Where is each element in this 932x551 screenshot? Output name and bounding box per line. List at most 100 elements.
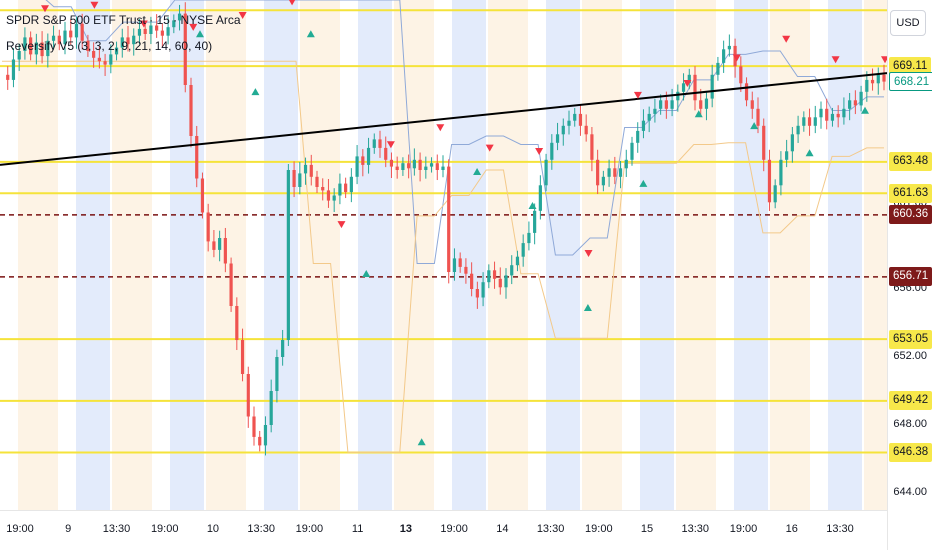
candle-body <box>223 238 227 264</box>
candle-body <box>618 168 623 177</box>
candle-body <box>69 30 73 38</box>
sell-signal-marker <box>288 0 296 6</box>
level-price-label: 646.38 <box>889 443 932 463</box>
candle-body <box>624 159 628 169</box>
candle-body <box>458 258 462 267</box>
time-tick-label: 9 <box>65 523 72 535</box>
candle-body <box>263 425 268 446</box>
candle-body <box>229 263 233 306</box>
candle-body <box>281 340 285 357</box>
candle-body <box>355 156 359 177</box>
time-tick-label: 15 <box>640 523 654 535</box>
candle-body <box>630 142 634 160</box>
candle-body <box>97 57 101 62</box>
buy-signal-marker <box>362 270 371 277</box>
candle-body <box>34 42 38 55</box>
indicator-title[interactable]: Reversify V5 (3, 3, 2, 9, 21, 14, 60, 40… <box>6 39 213 53</box>
candle-body <box>756 108 760 126</box>
time-tick-label: 19:00 <box>295 523 324 535</box>
candle-body <box>80 23 84 41</box>
sell-signal-marker <box>238 12 247 19</box>
candle-body <box>166 27 170 36</box>
candle-body <box>452 258 457 272</box>
candle-body <box>853 100 857 106</box>
candle-body <box>842 108 846 118</box>
candle-body <box>366 147 371 165</box>
candle-body <box>504 275 508 288</box>
candle-body <box>796 125 800 135</box>
candle-body <box>51 35 56 41</box>
candle-body <box>802 117 806 126</box>
candle-body <box>23 37 27 51</box>
sell-signal-marker <box>485 144 494 152</box>
candle-body <box>744 83 749 101</box>
candle-body <box>412 159 416 169</box>
session-shade <box>828 0 862 510</box>
candle-body <box>332 195 336 201</box>
candle-body <box>389 159 394 167</box>
candle-body <box>653 108 657 114</box>
chart-plot-area[interactable]: SPDR S&P 500 ETF Trust · 15 · NYSE Arca … <box>0 0 887 510</box>
candle-body <box>246 374 250 417</box>
symbol-title[interactable]: SPDR S&P 500 ETF Trust · 15 · NYSE Arca <box>6 13 241 27</box>
candle-body <box>693 74 697 101</box>
candle-body <box>664 100 668 109</box>
time-scale[interactable]: 19:00 9 13:30 19:00 10 13:30 19:00 11 13 19:00 14 1… <box>0 510 887 551</box>
sell-signal-marker <box>139 20 148 28</box>
candle-body <box>830 113 835 121</box>
candle-body <box>819 108 823 118</box>
candle-body <box>149 25 153 34</box>
candle-body <box>704 98 709 109</box>
currency-button[interactable]: USD <box>890 10 926 36</box>
candle-body <box>132 35 136 45</box>
session-shade <box>640 0 674 510</box>
sell-signal-marker <box>633 91 642 99</box>
session-shade <box>488 0 528 510</box>
time-tick-label: 10 <box>206 523 220 535</box>
candle-body <box>739 66 743 84</box>
candle-body <box>584 125 588 135</box>
candle-body <box>670 100 674 109</box>
candle-body <box>418 159 422 170</box>
candle-body <box>309 164 313 177</box>
price-chart[interactable] <box>0 0 887 510</box>
candle-body <box>395 166 399 170</box>
candle-body <box>521 243 525 257</box>
candle-body <box>596 159 600 186</box>
candle-body <box>762 125 766 160</box>
candle-body <box>92 51 96 58</box>
candle-body <box>647 113 651 121</box>
candle-body <box>407 163 411 169</box>
price-tick-label: 644.00 <box>893 486 927 498</box>
candle-body <box>659 100 663 109</box>
candle-body <box>573 113 577 121</box>
candle-body <box>292 170 296 187</box>
candle-body <box>378 139 382 148</box>
candle-body <box>492 270 497 279</box>
candle-body <box>160 30 164 36</box>
candle-body <box>189 85 193 136</box>
sell-signal-marker <box>732 54 741 62</box>
candle-body <box>46 40 50 57</box>
buy-signal-marker <box>861 106 869 114</box>
sell-signal-marker <box>584 250 593 257</box>
lower-band-line <box>2 60 884 453</box>
candle-body <box>710 74 714 99</box>
current-price-label: 668.21 <box>889 71 932 91</box>
buy-signal-marker <box>306 30 315 38</box>
candle-body <box>533 210 537 233</box>
candle-body <box>773 185 777 203</box>
buy-signal-marker <box>639 179 648 187</box>
time-tick-label: 19:00 <box>440 523 468 535</box>
candle-body <box>515 256 520 266</box>
sell-signal-marker <box>386 141 395 149</box>
buy-signal-marker <box>583 304 592 311</box>
candle-body <box>687 74 691 84</box>
session-shade <box>76 0 110 510</box>
candle-body <box>177 13 182 21</box>
session-shade <box>264 0 298 510</box>
candle-body <box>567 120 571 126</box>
candle-body <box>727 45 731 50</box>
time-tick-label: 19:00 <box>729 523 758 535</box>
candle-body <box>172 20 176 28</box>
